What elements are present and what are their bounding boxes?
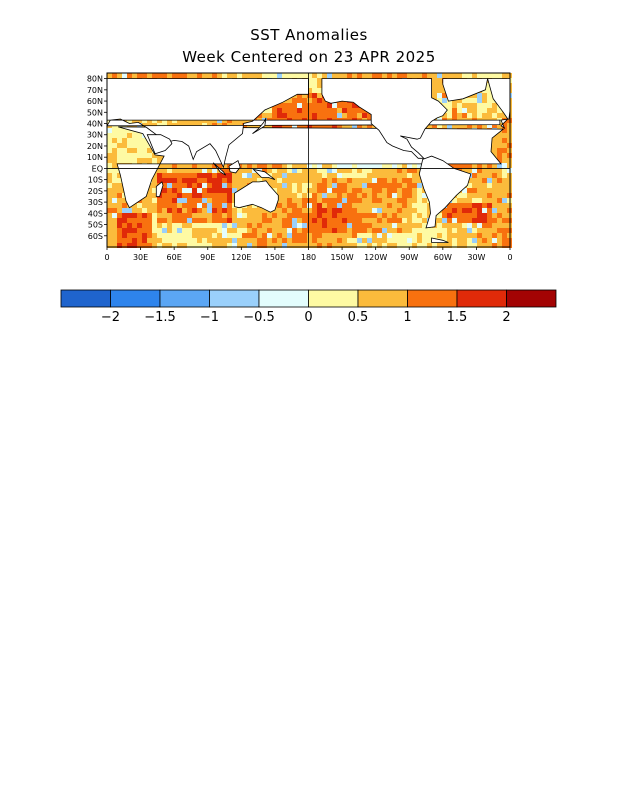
latitude-tick-label: 30S xyxy=(88,198,103,207)
colorbar-box xyxy=(506,289,557,308)
longitude-tick-label: 0 xyxy=(104,253,109,262)
colorbar-tick-label: −1 xyxy=(200,310,219,325)
colorbar-boxes xyxy=(60,289,557,308)
south-america-land xyxy=(418,155,472,229)
colorbar-box xyxy=(60,289,111,308)
latitude-tick-label: 30N xyxy=(87,131,103,140)
longitude-tick-label: 60W xyxy=(434,253,452,262)
colorbar-tick-label: −0.5 xyxy=(243,310,275,325)
latitude-tick-label: 70N xyxy=(87,86,103,95)
japan-land xyxy=(252,117,267,134)
latitude-tick-label: EQ xyxy=(92,164,103,173)
eurasia-land xyxy=(106,78,501,169)
latitude-tick-label: 40S xyxy=(88,209,103,218)
new-guinea-land xyxy=(252,168,276,180)
map-subtitle: Week Centered on 23 APR 2025 xyxy=(182,48,436,66)
colorbar-tick-label: −1.5 xyxy=(144,310,176,325)
latitude-tick-label: 50N xyxy=(87,108,103,117)
latitude-tick-label: 20S xyxy=(88,187,103,196)
longitude-tick-label: 120W xyxy=(364,253,387,262)
longitude-tick-label: 60E xyxy=(167,253,182,262)
longitude-tick-label: 90W xyxy=(400,253,418,262)
colorbar-tick-label: 0 xyxy=(304,310,312,325)
map-title: SST Anomalies xyxy=(250,26,368,44)
colorbar-box xyxy=(357,289,408,308)
colorbar-tick-label: −2 xyxy=(101,310,120,325)
latitude-tick-label: 10S xyxy=(88,176,103,185)
greenland-land xyxy=(442,78,489,102)
sst-anomaly-map: 80N 70N 60N 50N 40N 30N 20N 10N EQ 10S 20S 30S 40S 50… xyxy=(87,72,513,262)
colorbar-box xyxy=(407,289,458,308)
colorbar-tick-label: 2 xyxy=(502,310,510,325)
latitude-tick-label: 80N xyxy=(87,75,103,84)
longitude-tick-label: 0 xyxy=(507,253,512,262)
colorbar-tick-label: 1 xyxy=(403,310,411,325)
longitude-tick-label: 120E xyxy=(231,253,251,262)
colorbar-labels: −2 −1.5 −1 −0.5 0 0.5 1 1.5 2 xyxy=(101,310,511,325)
colorbar-tick-label: 1.5 xyxy=(447,310,468,325)
latitude-tick-label: 40N xyxy=(87,120,103,129)
colorbar-box xyxy=(159,289,210,308)
colorbar-box xyxy=(110,289,161,308)
australia-land xyxy=(234,180,279,213)
latitude-tick-label: 60N xyxy=(87,97,103,106)
longitude-tick-label: 180 xyxy=(301,253,316,262)
north-america-land xyxy=(321,78,448,159)
latitude-tick-label: 20N xyxy=(87,142,103,151)
borneo-land xyxy=(228,159,241,174)
antarctic-peninsula-land xyxy=(431,237,449,243)
arabia-land xyxy=(146,134,173,155)
colorbar-box xyxy=(308,289,359,308)
latitude-tick-label: 10N xyxy=(87,153,103,162)
land-masses xyxy=(106,78,511,243)
madagascar-land xyxy=(155,181,164,197)
colorbar-box xyxy=(456,289,507,308)
longitude-tick-label: 150W xyxy=(330,253,353,262)
longitude-tick-label: 30E xyxy=(133,253,148,262)
colorbar-tick-label: 0.5 xyxy=(348,310,369,325)
colorbar: −2 −1.5 −1 −0.5 0 0.5 1 1.5 2 xyxy=(60,289,557,325)
longitude-axis: 0 30E 60E 90E 120E 150E 180 150W 120W 90W 60W 30W 0 xyxy=(104,247,513,262)
longitude-tick-label: 30W xyxy=(467,253,485,262)
latitude-axis: 80N 70N 60N 50N 40N 30N 20N 10N EQ 10S 20S 30S 40S 50… xyxy=(87,75,107,241)
latitude-tick-label: 60S xyxy=(88,232,103,241)
longitude-tick-label: 150E xyxy=(265,253,285,262)
latitude-tick-label: 50S xyxy=(88,221,103,230)
colorbar-box xyxy=(258,289,309,308)
colorbar-box xyxy=(209,289,260,308)
longitude-tick-label: 90E xyxy=(200,253,215,262)
